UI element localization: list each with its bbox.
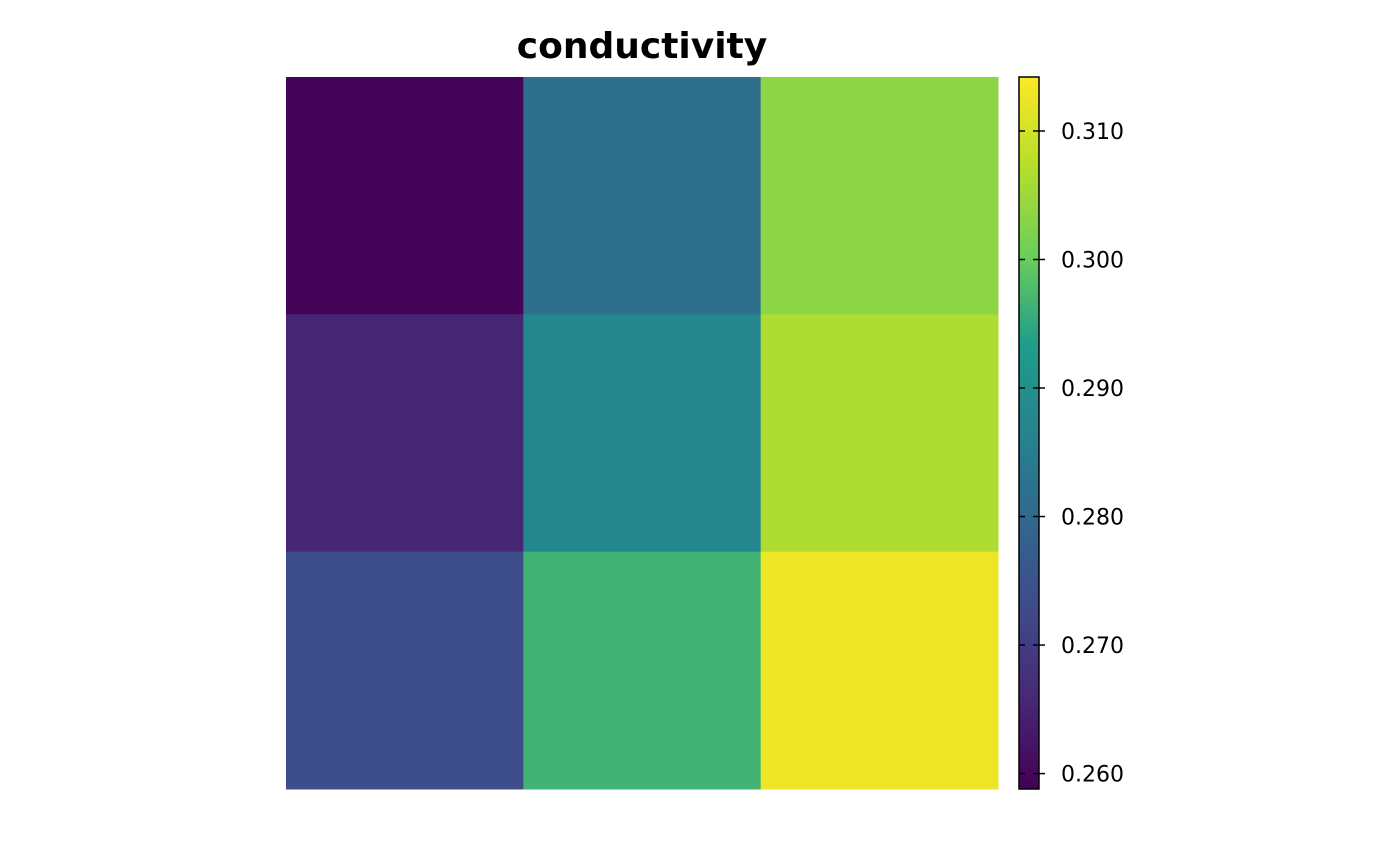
heatmap-cell-r3-c2 [523, 551, 762, 790]
colorbar-tick-label: 0.310 [1061, 120, 1124, 145]
heatmap-cell-r3-c3 [760, 551, 999, 790]
heatmap-cell-r1-c2 [523, 77, 762, 315]
heatmap-cells [286, 77, 999, 790]
colorbar-tick-label: 0.260 [1061, 763, 1124, 788]
chart-title: conductivity [517, 26, 767, 67]
heatmap-cell-r1-c3 [760, 77, 999, 315]
heatmap-cell-r1-c1 [286, 77, 524, 315]
colorbar-tick-label: 0.280 [1061, 506, 1124, 531]
colorbar-gradient [1018, 76, 1040, 790]
colorbar-tick-label: 0.270 [1061, 634, 1124, 659]
colorbar: 0.260 0.270 0.280 0.290 0.300 0.310 [1018, 76, 1124, 790]
colorbar-tick-label: 0.300 [1061, 248, 1124, 273]
colorbar-tick-label: 0.290 [1061, 377, 1124, 402]
heatmap-cell-r2-c2 [523, 314, 762, 553]
heatmap-cell-r2-c3 [760, 314, 999, 553]
heatmap-cell-r3-c1 [286, 551, 524, 790]
heatmap-cell-r2-c1 [286, 314, 524, 553]
